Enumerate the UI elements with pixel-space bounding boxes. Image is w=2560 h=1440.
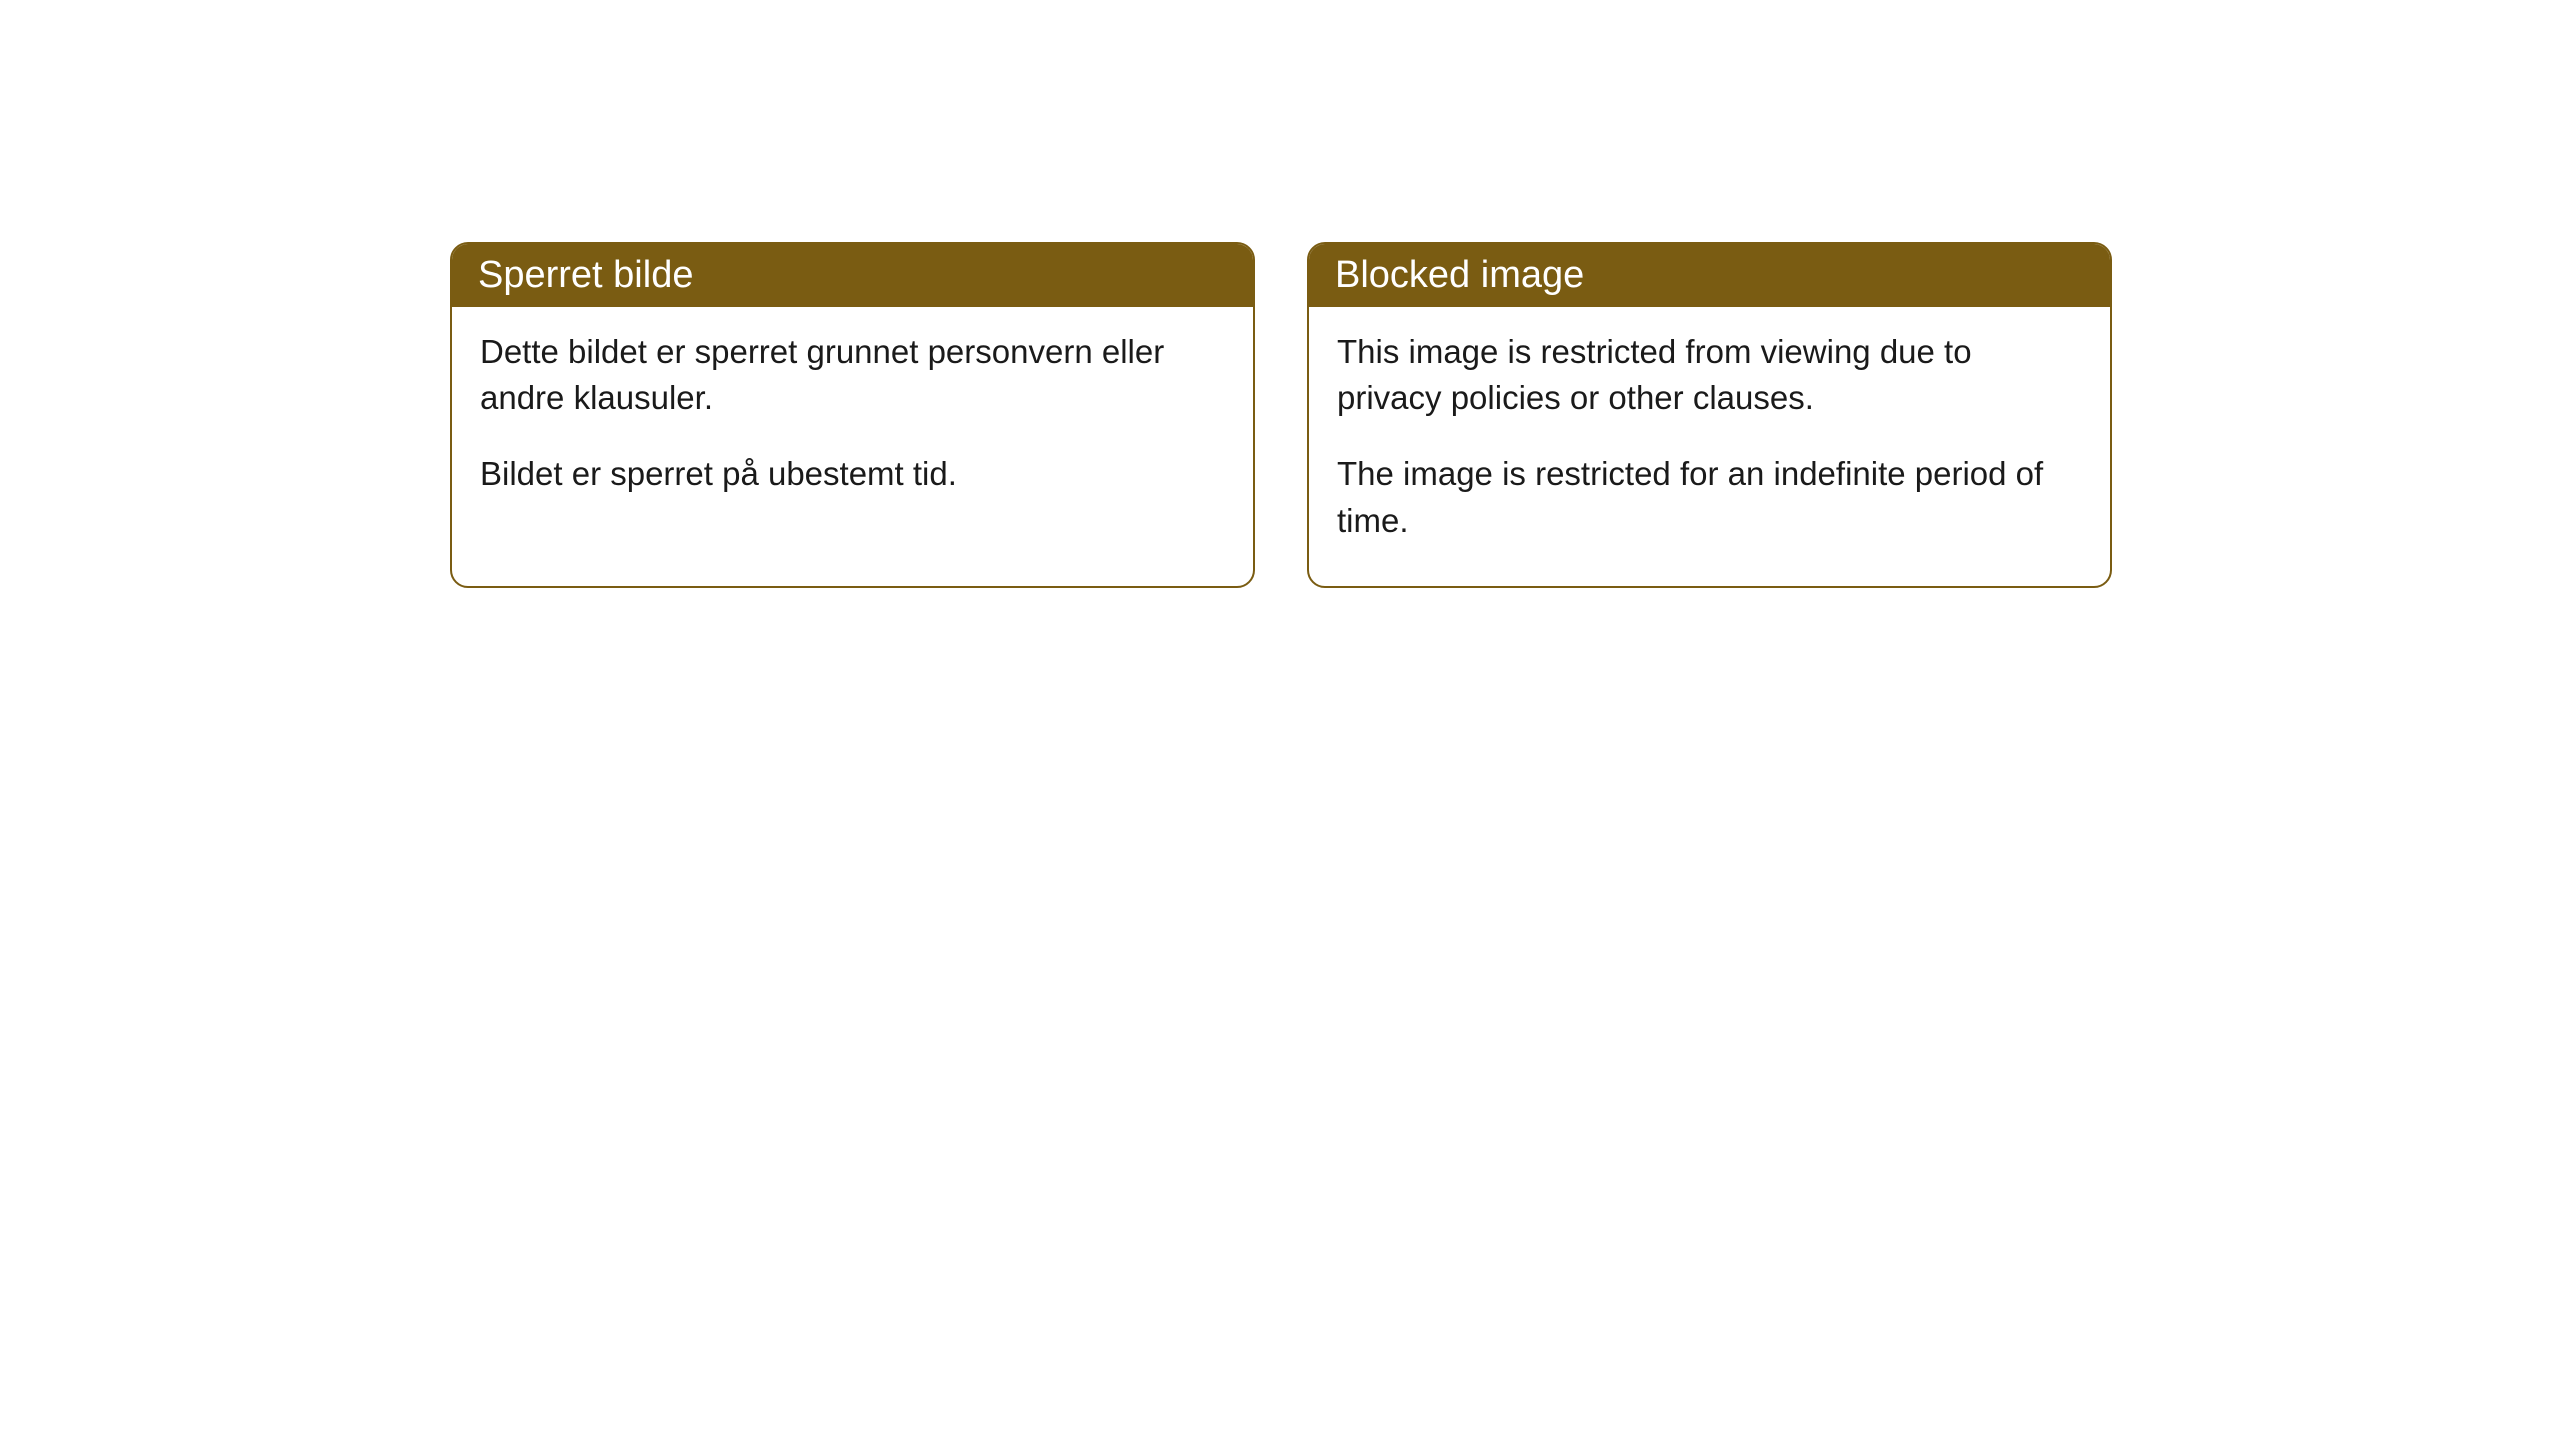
cards-container: Sperret bilde Dette bildet er sperret gr…: [450, 242, 2112, 588]
card-english: Blocked image This image is restricted f…: [1307, 242, 2112, 588]
card-paragraph: This image is restricted from viewing du…: [1337, 329, 2082, 421]
card-paragraph: The image is restricted for an indefinit…: [1337, 451, 2082, 543]
card-body-english: This image is restricted from viewing du…: [1309, 307, 2110, 586]
card-paragraph: Bildet er sperret på ubestemt tid.: [480, 451, 1225, 497]
card-body-norwegian: Dette bildet er sperret grunnet personve…: [452, 307, 1253, 540]
card-title: Blocked image: [1335, 254, 1584, 296]
card-norwegian: Sperret bilde Dette bildet er sperret gr…: [450, 242, 1255, 588]
card-header-norwegian: Sperret bilde: [452, 244, 1253, 307]
card-paragraph: Dette bildet er sperret grunnet personve…: [480, 329, 1225, 421]
card-title: Sperret bilde: [478, 254, 693, 296]
card-header-english: Blocked image: [1309, 244, 2110, 307]
